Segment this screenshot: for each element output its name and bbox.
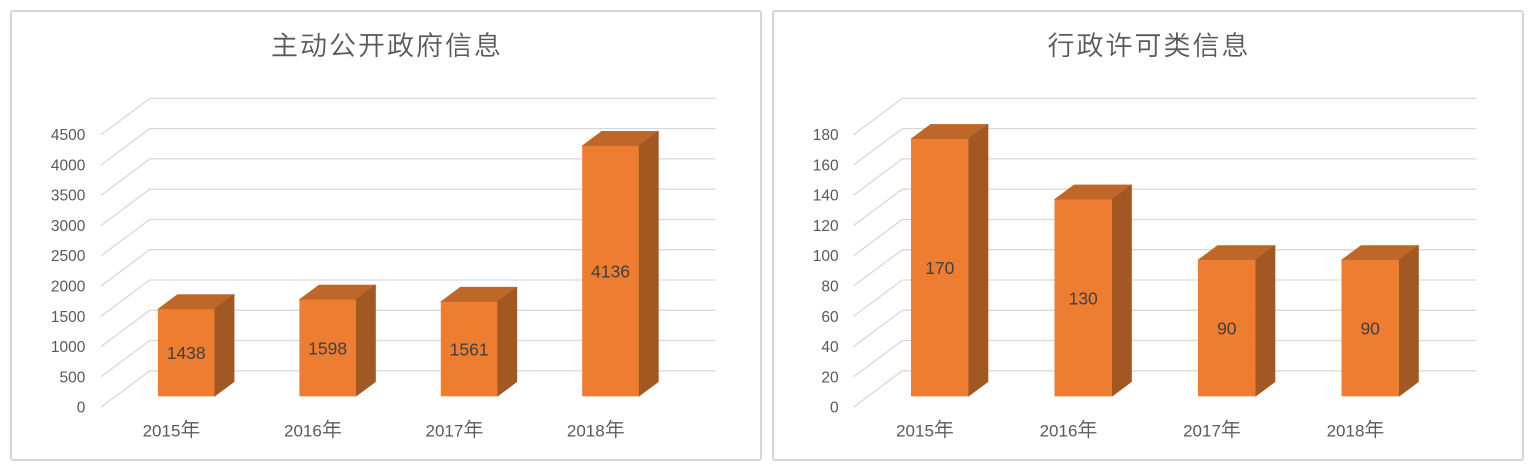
- svg-text:120: 120: [813, 218, 839, 235]
- svg-text:2015年: 2015年: [896, 420, 954, 442]
- svg-text:500: 500: [60, 369, 86, 386]
- svg-text:1598: 1598: [308, 338, 347, 358]
- svg-text:80: 80: [821, 279, 839, 296]
- svg-text:20: 20: [821, 369, 839, 386]
- svg-text:0: 0: [830, 400, 839, 417]
- svg-text:90: 90: [1217, 319, 1237, 339]
- svg-text:1500: 1500: [51, 309, 86, 326]
- svg-text:4000: 4000: [51, 157, 86, 174]
- svg-text:主动公开政府信息: 主动公开政府信息: [271, 24, 503, 63]
- svg-text:4500: 4500: [51, 127, 86, 144]
- svg-text:3500: 3500: [51, 188, 86, 205]
- svg-text:2015年: 2015年: [143, 420, 201, 442]
- svg-text:40: 40: [821, 339, 839, 356]
- svg-text:2017年: 2017年: [425, 420, 483, 442]
- svg-text:2018年: 2018年: [1327, 420, 1385, 442]
- svg-text:0: 0: [77, 400, 86, 417]
- svg-text:170: 170: [925, 258, 954, 278]
- svg-text:1438: 1438: [167, 343, 206, 363]
- svg-text:180: 180: [813, 127, 839, 144]
- svg-text:90: 90: [1360, 319, 1380, 339]
- svg-text:160: 160: [813, 157, 839, 174]
- svg-text:130: 130: [1069, 288, 1098, 308]
- svg-text:1000: 1000: [51, 339, 86, 356]
- svg-text:2500: 2500: [51, 248, 86, 265]
- svg-text:2016年: 2016年: [1040, 420, 1098, 442]
- svg-text:2017年: 2017年: [1183, 420, 1241, 442]
- svg-text:3000: 3000: [51, 218, 86, 235]
- svg-text:2018年: 2018年: [567, 420, 625, 442]
- svg-text:2000: 2000: [51, 279, 86, 296]
- svg-text:4136: 4136: [591, 262, 630, 282]
- svg-text:100: 100: [813, 248, 839, 265]
- svg-text:1561: 1561: [450, 339, 489, 359]
- svg-text:60: 60: [821, 309, 839, 326]
- svg-text:2016年: 2016年: [284, 420, 342, 442]
- svg-text:行政许可类信息: 行政许可类信息: [1048, 24, 1251, 63]
- svg-text:140: 140: [813, 188, 839, 205]
